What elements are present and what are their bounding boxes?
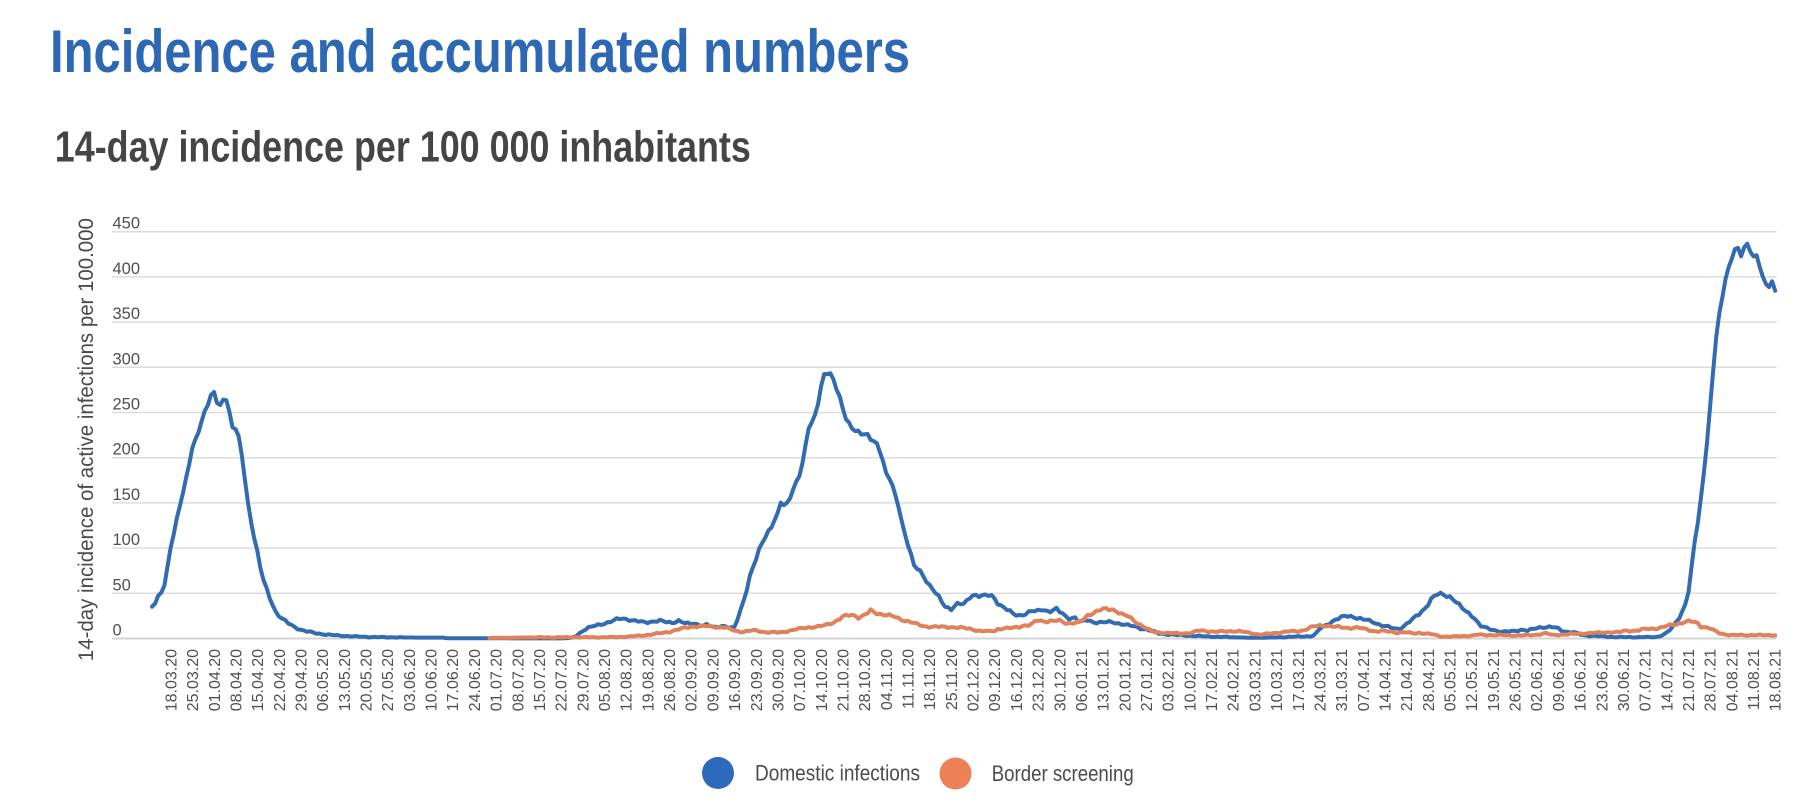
svg-text:10.03.21: 10.03.21 bbox=[1269, 649, 1286, 711]
svg-text:02.06.21: 02.06.21 bbox=[1529, 649, 1546, 711]
svg-text:27.05.20: 27.05.20 bbox=[380, 649, 397, 711]
svg-text:Domestic infections: Domestic infections bbox=[755, 760, 920, 785]
svg-text:50: 50 bbox=[113, 576, 131, 594]
svg-text:06.05.20: 06.05.20 bbox=[315, 649, 332, 711]
svg-text:16.09.20: 16.09.20 bbox=[727, 649, 744, 711]
svg-text:14.07.21: 14.07.21 bbox=[1659, 649, 1676, 711]
svg-text:02.09.20: 02.09.20 bbox=[684, 649, 701, 711]
svg-text:18.11.20: 18.11.20 bbox=[922, 649, 939, 710]
svg-text:26.08.20: 26.08.20 bbox=[662, 649, 679, 711]
svg-text:09.09.20: 09.09.20 bbox=[705, 649, 722, 711]
svg-text:16.12.20: 16.12.20 bbox=[1009, 649, 1026, 711]
svg-text:03.03.21: 03.03.21 bbox=[1247, 649, 1264, 711]
svg-text:14.10.20: 14.10.20 bbox=[814, 649, 831, 711]
svg-text:21.07.21: 21.07.21 bbox=[1681, 649, 1698, 711]
svg-text:12.08.20: 12.08.20 bbox=[619, 649, 636, 711]
svg-text:10.02.21: 10.02.21 bbox=[1182, 649, 1199, 711]
svg-text:14-day incidence of active inf: 14-day incidence of active infections pe… bbox=[74, 218, 98, 661]
svg-text:Incidence and accumulated numb: Incidence and accumulated numbers bbox=[50, 18, 910, 85]
svg-text:29.04.20: 29.04.20 bbox=[294, 649, 311, 711]
svg-text:18.08.21: 18.08.21 bbox=[1768, 649, 1785, 711]
svg-text:200: 200 bbox=[113, 441, 141, 459]
svg-text:06.01.21: 06.01.21 bbox=[1074, 649, 1091, 711]
svg-text:28.07.21: 28.07.21 bbox=[1703, 649, 1720, 711]
svg-text:300: 300 bbox=[113, 350, 141, 368]
svg-text:26.05.21: 26.05.21 bbox=[1508, 649, 1525, 711]
svg-text:07.07.21: 07.07.21 bbox=[1638, 649, 1655, 711]
svg-text:21.10.20: 21.10.20 bbox=[836, 649, 853, 711]
svg-text:03.06.20: 03.06.20 bbox=[402, 649, 419, 711]
svg-text:23.12.20: 23.12.20 bbox=[1031, 649, 1048, 711]
svg-text:250: 250 bbox=[113, 396, 141, 414]
svg-text:400: 400 bbox=[113, 260, 141, 278]
svg-text:19.08.20: 19.08.20 bbox=[640, 649, 657, 711]
svg-text:08.07.20: 08.07.20 bbox=[510, 649, 527, 711]
svg-text:11.11.20: 11.11.20 bbox=[901, 649, 918, 709]
svg-text:24.06.20: 24.06.20 bbox=[467, 649, 484, 711]
svg-text:05.08.20: 05.08.20 bbox=[597, 649, 614, 711]
svg-text:25.03.20: 25.03.20 bbox=[185, 649, 202, 711]
svg-text:24.02.21: 24.02.21 bbox=[1226, 649, 1243, 711]
svg-text:0: 0 bbox=[113, 622, 122, 640]
svg-text:07.04.21: 07.04.21 bbox=[1356, 649, 1373, 711]
svg-text:08.04.20: 08.04.20 bbox=[228, 649, 245, 711]
svg-text:10.06.20: 10.06.20 bbox=[424, 649, 441, 711]
svg-text:21.04.21: 21.04.21 bbox=[1399, 649, 1416, 711]
svg-text:04.11.20: 04.11.20 bbox=[879, 649, 896, 710]
svg-text:11.08.21: 11.08.21 bbox=[1746, 649, 1763, 710]
svg-text:28.04.21: 28.04.21 bbox=[1421, 649, 1438, 711]
svg-text:14.04.21: 14.04.21 bbox=[1378, 649, 1395, 711]
svg-text:100: 100 bbox=[113, 531, 141, 549]
svg-text:23.06.21: 23.06.21 bbox=[1594, 649, 1611, 711]
svg-text:20.01.21: 20.01.21 bbox=[1117, 649, 1134, 711]
svg-text:30.06.21: 30.06.21 bbox=[1616, 649, 1633, 711]
svg-text:13.01.21: 13.01.21 bbox=[1096, 649, 1113, 711]
svg-text:24.03.21: 24.03.21 bbox=[1312, 649, 1329, 711]
svg-text:450: 450 bbox=[113, 215, 141, 233]
svg-text:05.05.21: 05.05.21 bbox=[1443, 649, 1460, 711]
svg-text:04.08.21: 04.08.21 bbox=[1724, 649, 1741, 711]
svg-text:25.11.20: 25.11.20 bbox=[944, 649, 961, 710]
svg-text:02.12.20: 02.12.20 bbox=[966, 649, 983, 711]
svg-text:13.05.20: 13.05.20 bbox=[337, 649, 354, 711]
svg-text:01.04.20: 01.04.20 bbox=[207, 649, 224, 711]
svg-text:14-day incidence per 100 000 i: 14-day incidence per 100 000 inhabitants bbox=[55, 123, 751, 172]
svg-text:350: 350 bbox=[113, 305, 141, 323]
svg-text:29.07.20: 29.07.20 bbox=[575, 649, 592, 711]
svg-text:30.09.20: 30.09.20 bbox=[770, 649, 787, 711]
svg-text:19.05.21: 19.05.21 bbox=[1486, 649, 1503, 711]
svg-text:12.05.21: 12.05.21 bbox=[1464, 649, 1481, 711]
svg-text:09.12.20: 09.12.20 bbox=[987, 649, 1004, 711]
svg-text:30.12.20: 30.12.20 bbox=[1052, 649, 1069, 711]
svg-text:07.10.20: 07.10.20 bbox=[792, 649, 809, 711]
svg-text:18.03.20: 18.03.20 bbox=[163, 649, 180, 711]
svg-text:01.07.20: 01.07.20 bbox=[489, 649, 506, 711]
svg-text:22.04.20: 22.04.20 bbox=[272, 649, 289, 711]
svg-text:28.10.20: 28.10.20 bbox=[857, 649, 874, 711]
svg-text:09.06.21: 09.06.21 bbox=[1551, 649, 1568, 711]
svg-text:22.07.20: 22.07.20 bbox=[554, 649, 571, 711]
svg-text:17.03.21: 17.03.21 bbox=[1291, 649, 1308, 711]
svg-text:17.02.21: 17.02.21 bbox=[1204, 649, 1221, 711]
svg-text:150: 150 bbox=[113, 486, 141, 504]
svg-text:20.05.20: 20.05.20 bbox=[359, 649, 376, 711]
svg-text:03.02.21: 03.02.21 bbox=[1161, 649, 1178, 711]
svg-text:16.06.21: 16.06.21 bbox=[1573, 649, 1590, 711]
svg-text:27.01.21: 27.01.21 bbox=[1139, 649, 1156, 711]
svg-text:23.09.20: 23.09.20 bbox=[749, 649, 766, 711]
svg-text:17.06.20: 17.06.20 bbox=[445, 649, 462, 711]
svg-text:Border screening: Border screening bbox=[992, 761, 1134, 786]
svg-text:15.04.20: 15.04.20 bbox=[250, 649, 267, 711]
svg-text:15.07.20: 15.07.20 bbox=[532, 649, 549, 711]
svg-text:31.03.21: 31.03.21 bbox=[1334, 649, 1351, 711]
